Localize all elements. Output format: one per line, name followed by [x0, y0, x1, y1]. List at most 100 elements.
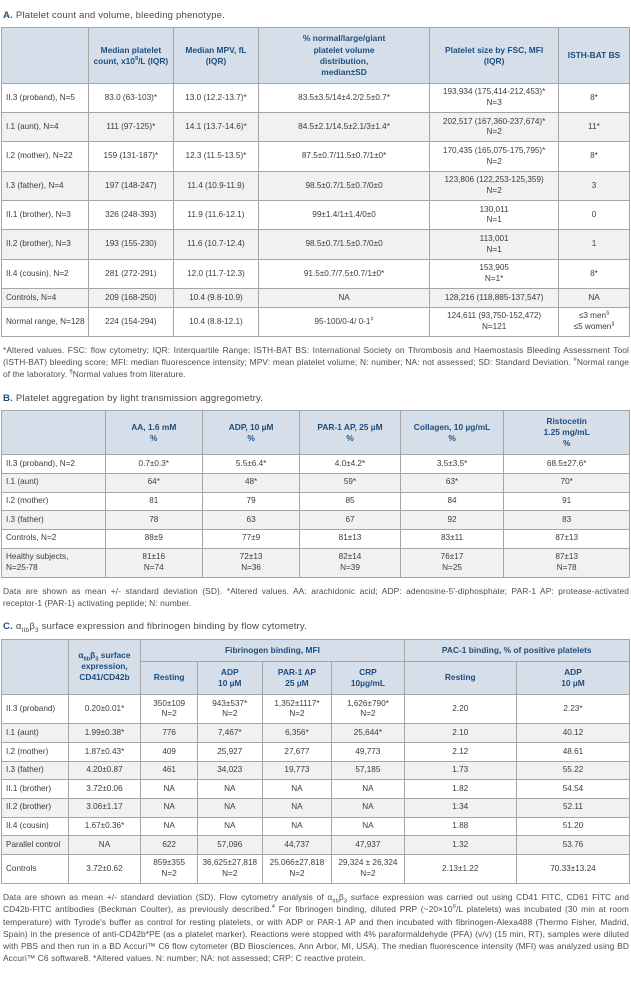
data-cell: 0.20±0.01*: [67, 694, 142, 725]
data-cell: NA: [196, 779, 263, 799]
data-cell: 13.0 (12.2-13.7)*: [173, 82, 259, 114]
table-header: Median platelet count, x109/L (IQR) Median…: [1, 27, 630, 84]
data-cell: 123,806 (122,253-125,359) N=2: [429, 170, 559, 202]
data-cell: 3.06±1.17: [67, 797, 142, 818]
data-cell: 81±13: [299, 528, 401, 549]
row-label: Controls, N=4: [1, 288, 89, 308]
table-row: Controls, N=2 88±9 77±9 81±13 83±11 87±13: [1, 528, 630, 549]
table-header: AA, 1.6 mM% ADP, 10 µM% PAR-1 AP, 25 µM% Co…: [1, 410, 630, 456]
table-row: Healthy subjects, N=25-78 81±16 N=74 72±13 N=…: [1, 547, 630, 578]
table-body: II.3 (proband) 0.20±0.01* 350±109 N=2 943±53…: [1, 694, 631, 885]
header-cell: Fibrinogen binding, MFI: [140, 638, 405, 662]
row-label: Parallel control: [1, 835, 69, 855]
data-cell: NA: [140, 779, 198, 799]
data-cell: 11*: [558, 112, 630, 143]
data-cell: 4.20±0.87: [67, 760, 142, 781]
data-cell: 79: [201, 491, 301, 512]
data-cell: 3: [558, 170, 630, 202]
data-cell: 224 (154-294): [87, 306, 175, 338]
data-cell: 11.4 (10.9-11.9): [173, 170, 259, 202]
data-cell: 12.3 (11.5-13.5)*: [173, 141, 259, 172]
data-cell: 202,517 (167,360-237,674)* N=2: [429, 112, 559, 143]
data-cell: 63: [201, 510, 301, 530]
table-body: II.3 (proband), N=2 0.7±0.3* 5.5±6.4* 4.0±4…: [1, 454, 630, 578]
data-cell: 98.5±0.7/1.5±0.7/0±0: [257, 229, 431, 260]
data-cell: 48.61: [515, 742, 631, 762]
data-cell: 10.4 (8.8-12.1): [173, 306, 259, 338]
header-cell-empty: [1, 638, 69, 696]
data-cell: 111 (97-125)*: [87, 112, 175, 143]
data-cell: 409: [140, 742, 198, 762]
table-body: II.3 (proband), N=5 83.0 (63-103)* 13.0 (1…: [1, 82, 630, 338]
header-cell: Resting: [403, 660, 517, 696]
table-row: I.2 (mother) 1.87±0.43* 409 25,927 27,677 49,…: [1, 742, 631, 762]
data-cell: 34,023: [196, 760, 263, 781]
data-cell: 76±17 N=25: [399, 547, 505, 578]
data-cell: 19,773: [261, 760, 333, 781]
data-cell: 47,937: [331, 835, 405, 855]
data-cell: 78: [104, 510, 203, 530]
data-cell: 1: [558, 229, 630, 260]
data-cell: 1.82: [403, 779, 517, 799]
header-cell: Median platelet count, x109/L (IQR): [87, 27, 175, 84]
table-row: II.2 (brother) 3.06±1.17 NA NA NA NA 1.34 52.11: [1, 797, 631, 818]
header-cell: PAC-1 binding, % of positive platelets: [403, 638, 631, 662]
data-cell: 170,435 (165,075-175,795)* N=2: [429, 141, 559, 172]
header-row: AA, 1.6 mM% ADP, 10 µM% PAR-1 AP, 25 µM% Co…: [1, 410, 630, 456]
header-cell: Platelet size by FSC, MFI (IQR): [429, 27, 559, 84]
header-cell: ADP, 10 µM%: [201, 410, 301, 456]
header-cell: Ristocetin 1.25 mg/mL%: [503, 410, 630, 456]
data-cell: 1,626±790* N=2: [331, 694, 405, 725]
row-label: II.3 (proband), N=5: [1, 82, 89, 114]
header-cell: Median MPV, fL (IQR): [173, 27, 259, 84]
data-cell: 859±355 N=2: [140, 853, 198, 885]
row-label: II.1 (brother), N=3: [1, 200, 89, 231]
section-c-title: C. αIIbβ3 surface expression and fibrinog…: [3, 621, 629, 634]
row-label: II.4 (cousin): [1, 816, 69, 837]
table-row: II.3 (proband), N=5 83.0 (63-103)* 13.0 (1…: [1, 82, 630, 114]
data-cell: 85: [299, 491, 401, 512]
data-cell: 1.88: [403, 816, 517, 837]
data-cell: 72±13 N=36: [201, 547, 301, 578]
data-cell: 87±13: [503, 528, 630, 549]
data-cell: NA: [196, 816, 263, 837]
data-cell: 1.87±0.43*: [67, 742, 142, 762]
data-cell: 3.72±0.06: [67, 779, 142, 799]
data-cell: 77±9: [201, 528, 301, 549]
data-cell: 40.12: [515, 723, 631, 743]
data-cell: 25,066±27,818 N=2: [261, 853, 333, 885]
row-label: I.2 (mother): [1, 742, 69, 762]
header-cell: AA, 1.6 mM%: [104, 410, 203, 456]
section-b-title-text: Platelet aggregation by light transmissi…: [15, 392, 264, 404]
data-cell: 57,185: [331, 760, 405, 781]
data-cell: 81: [104, 491, 203, 512]
data-cell: 8*: [558, 82, 630, 114]
table-surface-expression-fibrinogen-binding: αIIbβ3 surface expression, CD41/CD42b Fibri…: [1, 638, 631, 885]
data-cell: 4.0±4.2*: [299, 454, 401, 474]
data-cell: NA: [261, 797, 333, 818]
data-cell: 128,216 (118,885-137,547): [429, 288, 559, 308]
data-cell: 12.0 (11.7-12.3): [173, 258, 259, 290]
row-label: II.2 (brother), N=3: [1, 229, 89, 260]
data-cell: 88±9: [104, 528, 203, 549]
data-cell: 7,467*: [196, 723, 263, 743]
data-cell: 57,096: [196, 835, 263, 855]
data-cell: 87±13 N=78: [503, 547, 630, 578]
header-row: αIIbβ3 surface expression, CD41/CD42b Fibri…: [1, 638, 631, 696]
data-cell: 54.54: [515, 779, 631, 799]
data-cell: 84.5±2.1/14.5±2.1/3±1.4*: [257, 112, 431, 143]
header-cell: Collagen, 10 µg/mL%: [399, 410, 505, 456]
data-cell: 1.32: [403, 835, 517, 855]
data-cell: 91: [503, 491, 630, 512]
header-cell: PAR-1 AP, 25 µM%: [299, 410, 401, 456]
header-cell: PAR-1 AP 25 µM: [261, 660, 333, 696]
table-row: I.3 (father) 4.20±0.87 461 34,023 19,773 57,1…: [1, 760, 631, 781]
table-row: I.3 (father) 78 63 67 92 83: [1, 510, 630, 530]
table-row: II.2 (brother), N=3 193 (155-230) 11.6 (10…: [1, 229, 630, 260]
data-cell: 95-100/0-4/ 0-1#: [257, 306, 431, 338]
row-label: I.1 (aunt): [1, 472, 106, 493]
row-label: II.3 (proband): [1, 694, 69, 725]
data-cell: 83: [503, 510, 630, 530]
data-cell: 326 (248-393): [87, 200, 175, 231]
section-a: A. Platelet count and volume, bleeding ph…: [1, 10, 630, 381]
